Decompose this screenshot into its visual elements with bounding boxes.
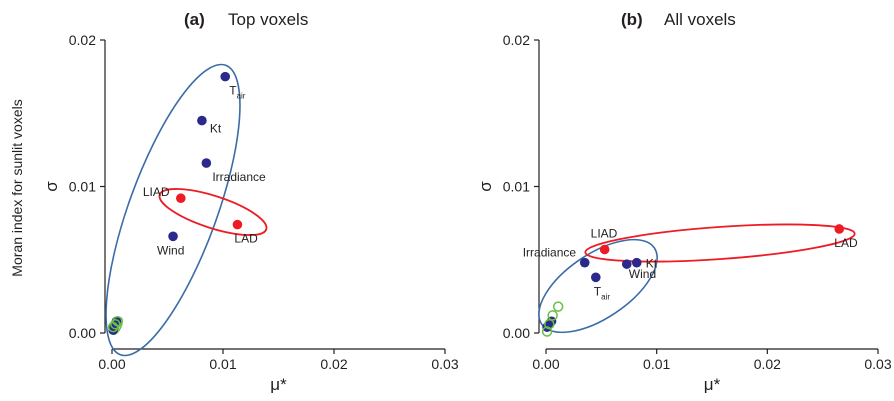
panel-b-label-irradiance: Irradiance [523, 246, 577, 260]
panel-a-label-t: Tair [229, 84, 246, 101]
panel-a-point-open [112, 316, 123, 327]
panel-b-point-liad [599, 244, 610, 255]
panel-b-label-lad: LAD [834, 236, 858, 250]
panel-a-x-tick-label: 0.03 [431, 356, 458, 372]
panel-b-label-wind: Wind [629, 267, 656, 281]
panel-b-point-open [552, 301, 564, 312]
panel-a-label-lad: LAD [234, 232, 258, 246]
panel-b: (b) All voxels 0.00 0.01 0.02 0.030.000.010… [476, 10, 892, 394]
panel-a-point-wind [168, 231, 178, 242]
panel-b-point-kt [631, 257, 642, 268]
panel-b-x-tick-label: 0.00 [532, 356, 559, 372]
panel-b-canopy-ellipse [584, 223, 856, 263]
panel-a-point-liad [176, 193, 186, 204]
panel-b-point-open [544, 318, 555, 330]
panel-a-point-irradiance [201, 158, 212, 168]
panel-b-point-open [541, 326, 553, 337]
panel-a-point-t [220, 71, 231, 82]
panel-a-point-kt [197, 115, 207, 126]
panel-a-x-tick-label: 0.02 [320, 356, 347, 372]
panel-a: (a) Top voxels Moran index for sunlit vo… [9, 10, 459, 394]
panel-a-label-liad: LIAD [143, 185, 170, 199]
panel-b-y-tick-label: 0.02 [503, 32, 530, 48]
panel-b-y-tick-label: 0.00 [503, 325, 530, 341]
panel-a-y-axis-label: σ [42, 181, 61, 192]
panel-a-label-wind: Wind [157, 243, 184, 257]
panel-b-label-subscript: air [601, 292, 610, 301]
panel-b-y-tick-label: 0.01 [503, 179, 530, 195]
panel-b-axes: 0.00 0.01 0.02 0.03 0.00 0.01 0.02 μ* σ [476, 32, 892, 394]
panel-a-label-irradiance: Irradiance [212, 170, 266, 184]
panel-b-ellipses [538, 223, 856, 334]
panel-b-meteorological-ellipse [538, 238, 658, 334]
panel-b-x-tick-label: 0.02 [754, 356, 781, 372]
panel-b-x-tick-label: 0.03 [864, 356, 891, 372]
panel-b-label-kt: Kt [646, 257, 658, 271]
panel-b-title: All voxels [664, 10, 736, 29]
panel-a-point-lad [232, 219, 243, 230]
panel-a-x-tick-label: 0.00 [98, 356, 125, 372]
panel-b-tag: (b) [621, 10, 643, 29]
panel-b-point-t [591, 272, 601, 283]
panel-a-x-tick-label: 0.01 [209, 356, 236, 372]
panel-a-title: Top voxels [228, 10, 308, 29]
panel-b-label-t: Tair [594, 284, 611, 301]
panel-b-point-lad [834, 224, 845, 234]
panel-b-x-tick-label: 0.01 [643, 356, 670, 372]
panel-a-x-axis-label: μ* [270, 375, 287, 394]
panel-a-label-subscript: air [237, 92, 246, 101]
panel-b-x-axis-label: μ* [704, 375, 721, 394]
panel-a-label-kt: Kt [210, 122, 222, 136]
panel-a-tag: (a) [184, 10, 205, 29]
panel-b-point-irradiance [579, 257, 590, 268]
panel-a-y-tick-label: 0.01 [69, 179, 96, 195]
panel-a-axes: 0.00 0.01 0.02 0.03 0.00 0.01 0.02 μ* σ [42, 32, 459, 394]
panel-b-point-wind [621, 259, 632, 269]
panel-a-marks: Tair Kt Irradiance Wind LIAD LAD [107, 71, 266, 335]
panel-a-point-open [110, 318, 121, 330]
panel-a-y-tick-label: 0.00 [69, 325, 96, 341]
panel-a-canopy-ellipse [158, 188, 268, 236]
panel-a-outer-ylabel: Moran index for sunlit voxels [9, 99, 25, 276]
panel-b-label-liad: LIAD [591, 226, 618, 240]
panel-a-meteorological-ellipse [105, 63, 241, 357]
panel-b-point-open [547, 310, 558, 321]
panel-b-y-axis-label: σ [476, 181, 495, 192]
panel-a-y-tick-label: 0.02 [69, 32, 96, 48]
